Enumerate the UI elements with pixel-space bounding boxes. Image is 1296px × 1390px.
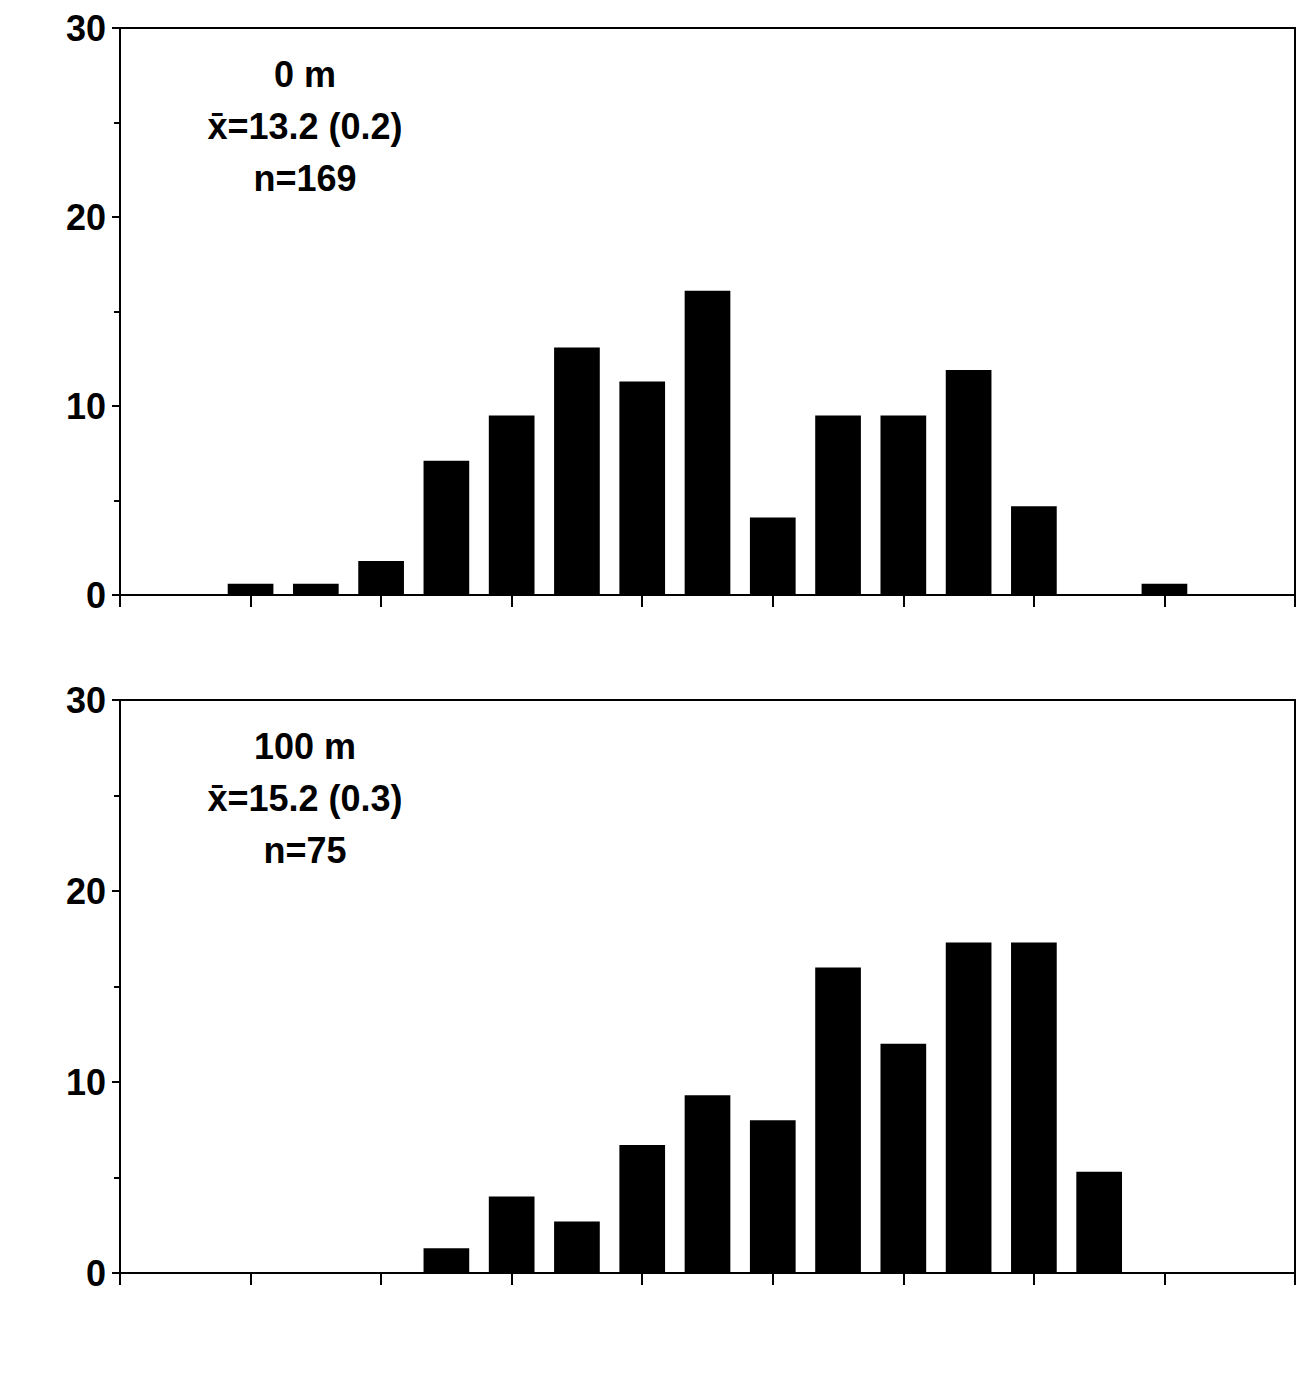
- svg-text:20: 20: [66, 871, 106, 912]
- svg-text:x̄=15.2 (0.3): x̄=15.2 (0.3): [207, 778, 402, 819]
- svg-text:x̄=13.2 (0.2): x̄=13.2 (0.2): [207, 106, 402, 147]
- svg-text:10: 10: [66, 1062, 106, 1103]
- svg-text:0: 0: [86, 1253, 106, 1294]
- svg-text:10: 10: [66, 386, 106, 427]
- svg-text:n=169: n=169: [253, 158, 356, 199]
- svg-text:20: 20: [66, 197, 106, 238]
- svg-text:100 m: 100 m: [254, 726, 356, 767]
- svg-text:0 m: 0 m: [274, 54, 336, 95]
- svg-text:30: 30: [66, 680, 106, 721]
- svg-text:0: 0: [86, 575, 106, 616]
- svg-text:n=75: n=75: [263, 830, 346, 871]
- svg-text:30: 30: [66, 8, 106, 49]
